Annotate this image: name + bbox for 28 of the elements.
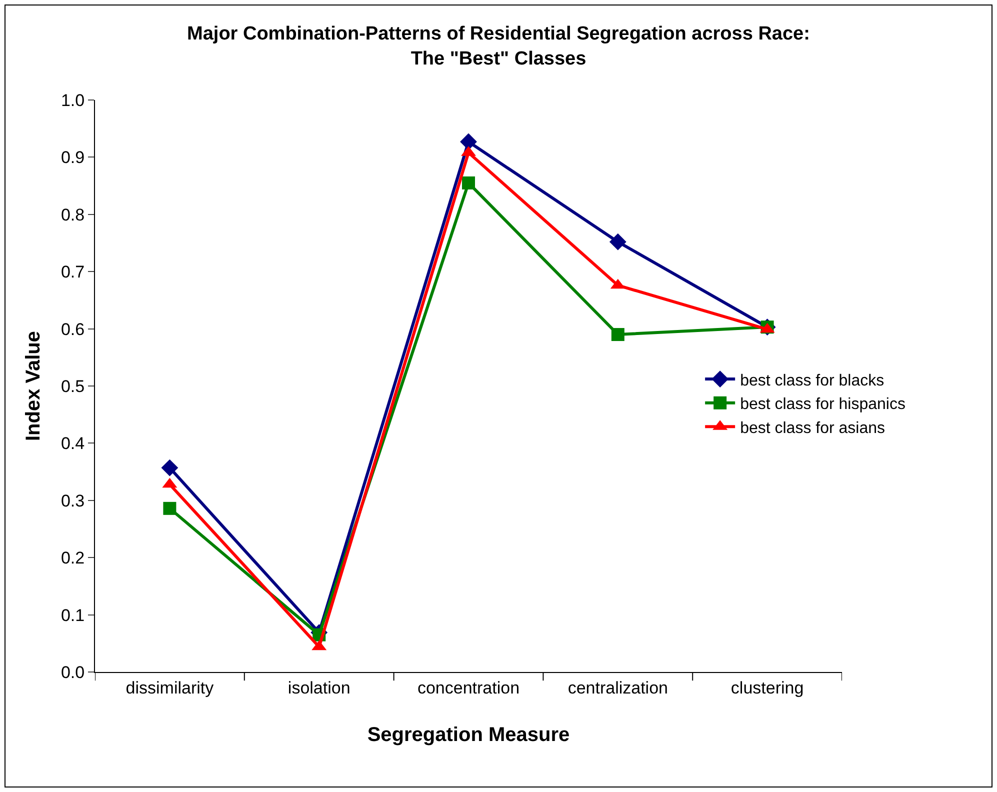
chart-title: Major Combination-Patterns of Residential Segregation across Race: The "Best" Classes	[187, 24, 810, 70]
point	[460, 133, 477, 150]
y-tick-label: 1.0	[60, 90, 85, 110]
y-tick-label: 0.9	[60, 148, 85, 168]
y-tick-label: 0.4	[60, 434, 85, 454]
y-axis-title: Index Value	[22, 330, 44, 442]
y-tick-label: 0.3	[60, 491, 85, 510]
legend-label: best class for asians	[740, 420, 886, 437]
x-tick-label: dissimilarity	[126, 678, 214, 698]
y-tick-label: 0.0	[60, 662, 85, 682]
point	[161, 459, 178, 476]
y-tick-label: 0.5	[60, 376, 85, 396]
point	[163, 502, 176, 515]
x-axis-title: Segregation Measure	[367, 724, 570, 746]
x-tick-label: concentration	[417, 678, 520, 698]
legend-label: best class for blacks	[740, 372, 884, 390]
y-tick-label: 0.7	[60, 262, 85, 282]
point	[609, 233, 626, 250]
y-tick-label: 0.8	[60, 205, 85, 224]
y-tick-label: 0.1	[60, 606, 85, 625]
x-tick-label: clustering	[730, 678, 804, 698]
point	[462, 176, 475, 190]
x-tick-label: isolation	[288, 678, 350, 698]
point	[611, 328, 624, 342]
legend-label: best class for hispanics	[740, 396, 906, 414]
y-tick-label: 0.6	[60, 320, 85, 339]
x-tick-label: centralization	[568, 678, 668, 698]
y-tick-label: 0.2	[60, 548, 85, 568]
